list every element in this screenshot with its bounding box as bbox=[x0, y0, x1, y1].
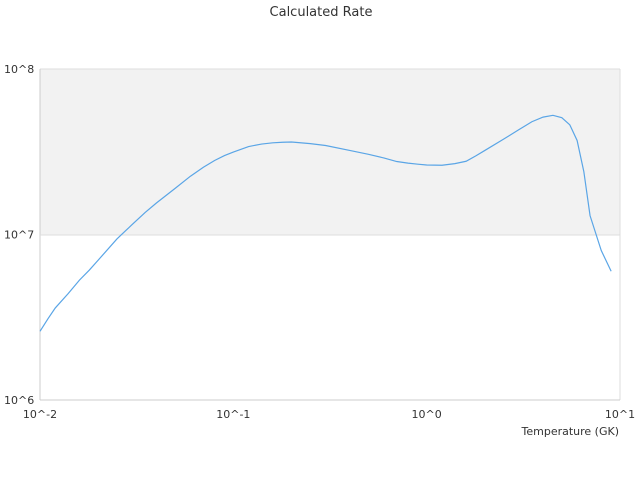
y-tick-label: 10^6 bbox=[4, 394, 34, 407]
chart-title: Calculated Rate bbox=[270, 5, 373, 20]
y-tick-label: 10^7 bbox=[4, 229, 34, 242]
series-line bbox=[39, 114, 612, 332]
x-tick-labels: 10^-2 10^-1 10^0 10^1 bbox=[23, 408, 635, 421]
x-tick-label: 10^0 bbox=[412, 408, 442, 421]
x-tick-label: 10^-2 bbox=[23, 408, 57, 421]
x-tick-label: 10^1 bbox=[605, 408, 635, 421]
shaded-band bbox=[40, 69, 620, 235]
y-tick-label: 10^8 bbox=[4, 63, 34, 76]
x-axis-label: Temperature (GK) bbox=[521, 425, 620, 438]
y-tick-labels: 10^6 10^7 10^8 bbox=[4, 63, 34, 407]
x-tick-label: 10^-1 bbox=[216, 408, 250, 421]
